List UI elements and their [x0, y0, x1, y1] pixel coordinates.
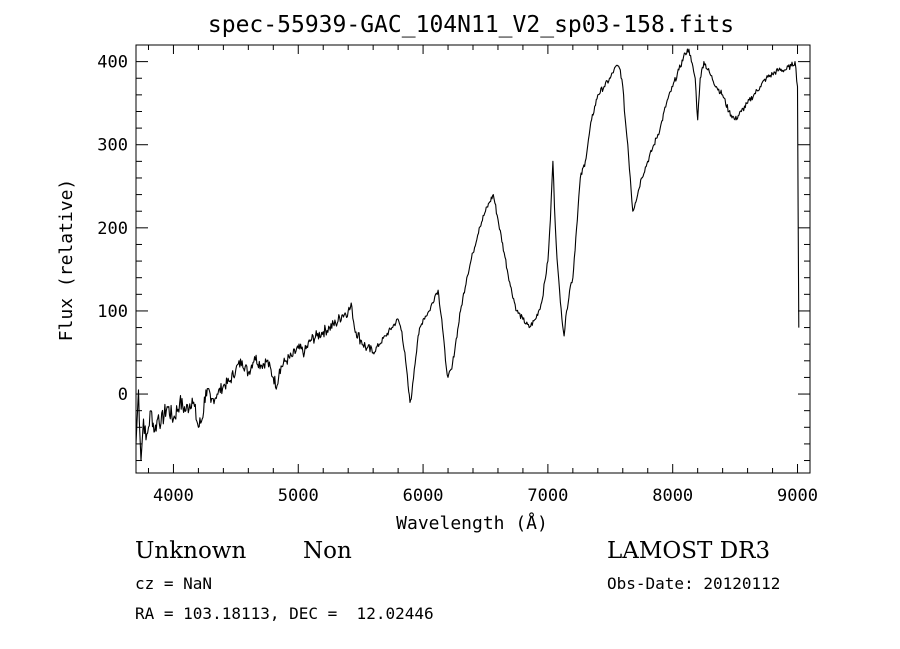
obs-date-text: Obs-Date: 20120112 [607, 574, 781, 593]
plot-frame [135, 44, 811, 474]
x-tick-label: 8000 [652, 486, 693, 506]
survey-name: LAMOST DR3 [607, 538, 771, 564]
object-subclass: Non [303, 538, 352, 564]
y-axis-tick-labels: 0 100 200 300 400 [97, 53, 128, 405]
flux-spectrum-line [135, 48, 800, 462]
chart-title: spec-55939-GAC_104N11_V2_sp03-158.fits [208, 12, 734, 38]
x-tick-label: 4000 [153, 486, 194, 506]
y-tick-label: 400 [97, 53, 128, 73]
x-axis-label: Wavelength (Å) [396, 512, 548, 534]
coordinates-text: RA = 103.18113, DEC = 12.02446 [135, 604, 434, 623]
y-tick-label: 300 [97, 136, 128, 156]
x-tick-label: 7000 [527, 486, 568, 506]
x-axis-tick-labels: 4000 5000 6000 7000 8000 9000 [153, 486, 818, 506]
x-tick-label: 6000 [403, 486, 444, 506]
y-tick-label: 200 [97, 219, 128, 239]
x-tick-label: 5000 [278, 486, 319, 506]
x-tick-label: 9000 [777, 486, 818, 506]
y-axis-label: Flux (relative) [56, 179, 77, 342]
y-tick-label: 100 [97, 302, 128, 322]
redshift-text: cz = NaN [135, 574, 213, 593]
object-class: Unknown [135, 538, 247, 564]
y-tick-label: 0 [118, 385, 128, 405]
x-axis-ticks [147, 45, 799, 473]
